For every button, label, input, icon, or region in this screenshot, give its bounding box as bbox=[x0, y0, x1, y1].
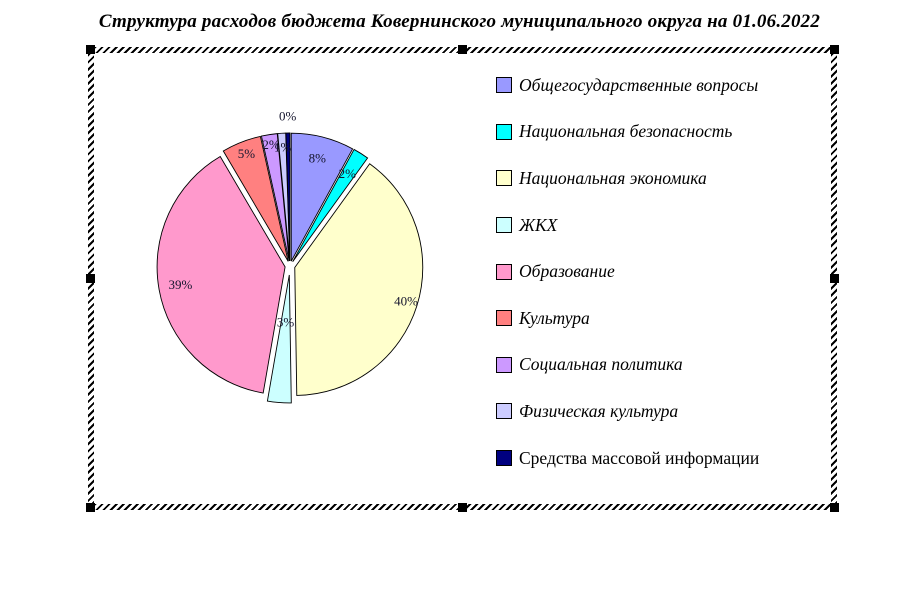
slice-percent-label: 3% bbox=[277, 314, 295, 329]
legend-item-label: Общегосударственные вопросы bbox=[519, 74, 759, 95]
slice-percent-label: 39% bbox=[169, 277, 193, 292]
pie-slice[interactable] bbox=[260, 133, 290, 262]
slice-percent-label: 2% bbox=[339, 166, 357, 181]
slice-percent-label: 2% bbox=[262, 137, 280, 152]
legend-item[interactable]: Общегосударственные вопросы bbox=[496, 62, 826, 109]
legend-item[interactable]: ЖКХ bbox=[496, 202, 826, 249]
slice-percent-label: 40% bbox=[394, 293, 418, 308]
legend-item-label: Национальная безопасность bbox=[519, 121, 733, 142]
legend-item[interactable]: Национальная безопасность bbox=[496, 109, 826, 156]
page-title: Структура расходов бюджета Ковернинского… bbox=[98, 11, 821, 32]
legend-swatch bbox=[496, 356, 512, 373]
legend-swatch bbox=[496, 77, 512, 94]
pie-slice[interactable] bbox=[292, 148, 369, 263]
resize-handle-middle-right[interactable] bbox=[830, 273, 839, 283]
legend-item[interactable]: Национальная экономика bbox=[496, 155, 826, 202]
legend-swatch bbox=[496, 450, 512, 467]
pie-slice[interactable] bbox=[222, 135, 289, 262]
legend-item-label: Культура bbox=[519, 307, 590, 328]
legend-item-label: Социальная политика bbox=[519, 354, 683, 375]
slice-percent-label: 0% bbox=[279, 109, 297, 124]
legend-swatch bbox=[496, 403, 512, 420]
pie-slice[interactable] bbox=[266, 274, 292, 404]
chart-frame[interactable]: 8% 2% 40% 3% 39% 5% 2% 1% 0% Общегосударственные… bbox=[86, 45, 839, 512]
resize-handle-bottom-left[interactable] bbox=[86, 503, 95, 512]
legend-item[interactable]: Физическая культура bbox=[496, 388, 826, 435]
resize-handle-middle-left[interactable] bbox=[86, 273, 95, 283]
pie-slice[interactable] bbox=[294, 163, 424, 396]
slice-percent-label: 1% bbox=[274, 139, 292, 154]
legend: Общегосударственные вопросы Национальная … bbox=[496, 62, 826, 481]
legend-item[interactable]: Культура bbox=[496, 295, 826, 342]
pie-slice[interactable] bbox=[290, 132, 354, 262]
legend-swatch bbox=[496, 263, 512, 280]
pie-slice[interactable] bbox=[156, 155, 286, 394]
resize-handle-top-center[interactable] bbox=[457, 45, 467, 54]
slice-percent-label: 5% bbox=[238, 146, 256, 161]
legend-swatch bbox=[496, 123, 512, 140]
legend-item[interactable]: Средства массовой информации bbox=[496, 435, 826, 482]
resize-handle-bottom-center[interactable] bbox=[457, 503, 467, 512]
legend-swatch bbox=[496, 170, 512, 187]
resize-handle-top-left[interactable] bbox=[86, 45, 95, 54]
resize-handle-top-right[interactable] bbox=[830, 45, 839, 54]
legend-item-label: ЖКХ bbox=[519, 214, 558, 235]
legend-item-label: Средства массовой информации bbox=[519, 447, 760, 468]
resize-handle-bottom-right[interactable] bbox=[830, 503, 839, 512]
legend-item[interactable]: Социальная политика bbox=[496, 342, 826, 389]
legend-item-label: Национальная экономика bbox=[519, 167, 707, 188]
pie-chart: 8%2%40%3%39%5%2%1%0% bbox=[156, 109, 424, 404]
legend-swatch bbox=[496, 217, 512, 234]
legend-item-label: Физическая культура bbox=[519, 400, 679, 421]
legend-item[interactable]: Образование bbox=[496, 248, 826, 295]
slice-percent-label: 8% bbox=[309, 150, 327, 165]
pie-slice[interactable] bbox=[285, 132, 291, 262]
legend-item-label: Образование bbox=[519, 261, 615, 282]
legend-swatch bbox=[496, 310, 512, 327]
